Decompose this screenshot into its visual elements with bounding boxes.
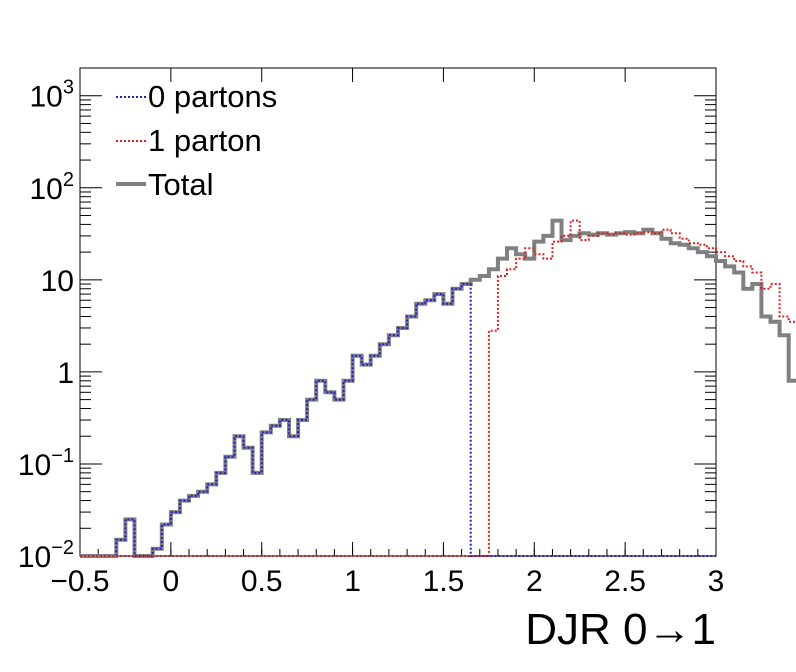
y-tick-label: 10−1	[18, 445, 74, 482]
x-ticks: −0.5 0 0.5 1 1.5 2 2.5 3	[50, 68, 724, 598]
x-axis-title: DJR 0→1	[525, 605, 716, 654]
legend-label-0-partons: 0 partons	[148, 79, 277, 114]
series-line-0-partons	[80, 283, 716, 557]
legend-label-total: Total	[148, 167, 213, 202]
x-tick-label: 1	[344, 565, 361, 598]
x-tick-label: 3	[708, 565, 725, 598]
y-tick-label: 10	[41, 265, 74, 298]
x-tick-label: 2	[526, 565, 543, 598]
y-tick-label: 102	[30, 169, 75, 206]
y-tick-label: 103	[30, 77, 75, 114]
y-minor-ticks	[80, 67, 716, 529]
x-tick-label: 0	[163, 565, 180, 598]
x-tick-label: 2.5	[604, 565, 646, 598]
y-ticks: 10−2 10−1 1 10 102 103	[18, 77, 716, 574]
x-tick-label: 1.5	[423, 565, 465, 598]
series-layer	[80, 218, 796, 558]
x-tick-label: −0.5	[50, 565, 109, 598]
y-tick-label: 1	[57, 357, 74, 390]
y-tick-label: 10−2	[18, 537, 74, 574]
legend: 0 partons 1 parton Total	[116, 79, 277, 202]
series-line-1-parton	[80, 219, 796, 557]
x-tick-label: 0.5	[241, 565, 283, 598]
legend-label-1-parton: 1 parton	[148, 123, 262, 158]
series-line-total	[80, 218, 796, 558]
